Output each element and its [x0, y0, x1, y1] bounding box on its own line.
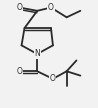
Text: O: O — [17, 67, 23, 76]
Text: O: O — [17, 3, 23, 12]
Text: N: N — [34, 49, 40, 59]
Text: O: O — [48, 3, 54, 12]
Text: O: O — [50, 74, 56, 83]
